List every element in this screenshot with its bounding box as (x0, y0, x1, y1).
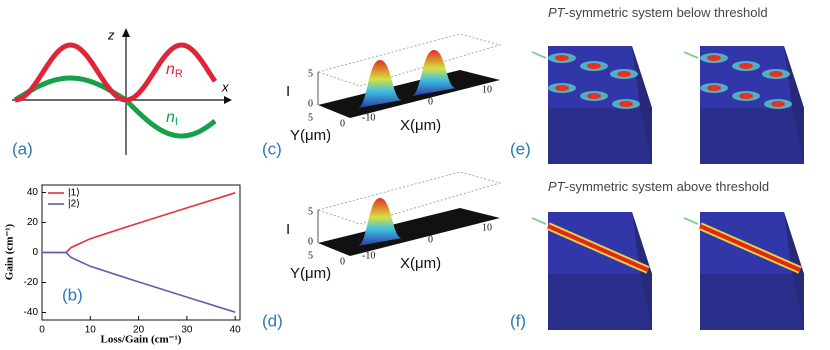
y-tick-label: 0 (32, 247, 38, 258)
hot-spot (771, 101, 785, 107)
curve-label: nR (166, 61, 183, 80)
beam (547, 224, 649, 272)
panel-label: (e) (510, 139, 531, 158)
curve-label-sub: I (175, 116, 178, 128)
panel-label: (f) (510, 311, 526, 330)
hot-spot (769, 71, 783, 77)
box (316, 33, 502, 87)
tick-label: -10 (362, 112, 375, 123)
curve-label-sub: R (175, 68, 183, 80)
tick-label: 0 (428, 234, 433, 245)
peak (358, 60, 402, 108)
panel-label: (c) (262, 139, 282, 158)
axis-label: I (286, 83, 290, 100)
panel-title: PT-symmetric system above threshold (548, 179, 769, 194)
y-tick-label: -20 (24, 277, 39, 288)
legend-label: |1⟩ (68, 188, 80, 199)
floor (318, 208, 500, 256)
legend-label: |2⟩ (68, 199, 80, 210)
panel-title: PT (548, 179, 566, 194)
block-side (548, 274, 652, 330)
panel-e: PT-symmetric system below threshold (e) (510, 5, 804, 164)
panel-d: I 5 0 5 0 -10 0 10 Y(μm) X(μm) (d) (262, 171, 502, 330)
tick-label: 0 (340, 256, 345, 267)
arrow (122, 28, 130, 37)
panel-title: PT (548, 5, 566, 20)
axis-label: Y(μm) (290, 127, 331, 144)
peak (358, 198, 402, 246)
hot-spot (739, 63, 753, 69)
block-side (700, 108, 804, 164)
axis-label: I (286, 221, 290, 238)
y-axis-label: Gain (cm⁻¹) (4, 223, 16, 280)
curve-label: n (166, 109, 175, 126)
block-side (700, 274, 804, 330)
block-top (548, 46, 652, 108)
x-tick-label: 10 (85, 325, 97, 336)
input-arrow (683, 51, 699, 59)
arrow (224, 96, 232, 104)
y-tick-label: 40 (27, 187, 39, 198)
axis-label: z (107, 27, 115, 42)
tick-label: 5 (308, 206, 313, 217)
panel-label: (a) (12, 139, 33, 158)
tick-label: 10 (482, 222, 492, 233)
x-tick-label: 30 (181, 325, 193, 336)
imag-curve (13, 75, 217, 139)
series-line (42, 251, 236, 313)
block-side (548, 108, 652, 164)
curve-label: n (166, 61, 175, 78)
axis-label: Y(μm) (290, 265, 331, 282)
axis-label: x (221, 79, 229, 94)
curve-label: nI (166, 109, 178, 128)
panel-title: PT-symmetric system below threshold (548, 5, 768, 20)
tick-label: 0 (340, 118, 345, 129)
panel-a: z x nR nI (a) (12, 27, 232, 158)
tick-label: -10 (362, 250, 375, 261)
hot-spot (619, 101, 633, 107)
x-tick-label: 0 (39, 325, 45, 336)
floor (318, 70, 500, 118)
beam (699, 224, 801, 272)
panel-b: Gain (cm⁻¹) Loss/Gain (cm⁻¹) (b) -40 -20 0… (4, 184, 242, 346)
hot-spot (555, 55, 569, 61)
tick-label: 5 (308, 112, 313, 123)
tick-label: 10 (482, 84, 492, 95)
box (316, 171, 502, 225)
hot-spot (707, 85, 721, 91)
peak (412, 50, 456, 96)
panel-title: -symmetric system below threshold (565, 5, 768, 20)
hot-spot (587, 93, 601, 99)
tick-label: 0 (308, 236, 313, 247)
y-tick-label: 20 (27, 217, 39, 228)
panel-f: PT-symmetric system above threshold (f) (510, 179, 804, 330)
x-tick-label: 40 (230, 325, 242, 336)
tick-label: 0 (428, 96, 433, 107)
axis-label: X(μm) (400, 255, 441, 272)
panel-label: (d) (262, 311, 283, 330)
input-arrow (531, 217, 547, 225)
hot-spot (555, 85, 569, 91)
panel-title: -symmetric system above threshold (565, 179, 769, 194)
x-axis-label: Loss/Gain (cm⁻¹) (101, 334, 182, 346)
hot-spot (587, 63, 601, 69)
panel-label: (b) (62, 285, 83, 304)
input-arrow (531, 51, 547, 59)
hot-spot (707, 55, 721, 61)
hot-spot (739, 93, 753, 99)
block-top (700, 46, 804, 108)
y-tick-label: -40 (24, 307, 39, 318)
input-arrow (683, 217, 699, 225)
hot-spot (617, 71, 631, 77)
real-curve (14, 42, 218, 103)
tick-label: 5 (308, 68, 313, 79)
x-tick-label: 20 (133, 325, 145, 336)
axis-label: X(μm) (400, 117, 441, 134)
panel-c: I 5 0 5 0 -10 0 10 Y(μm) X(μm) (c) (262, 33, 502, 158)
tick-label: 0 (308, 98, 313, 109)
tick-label: 5 (308, 250, 313, 261)
